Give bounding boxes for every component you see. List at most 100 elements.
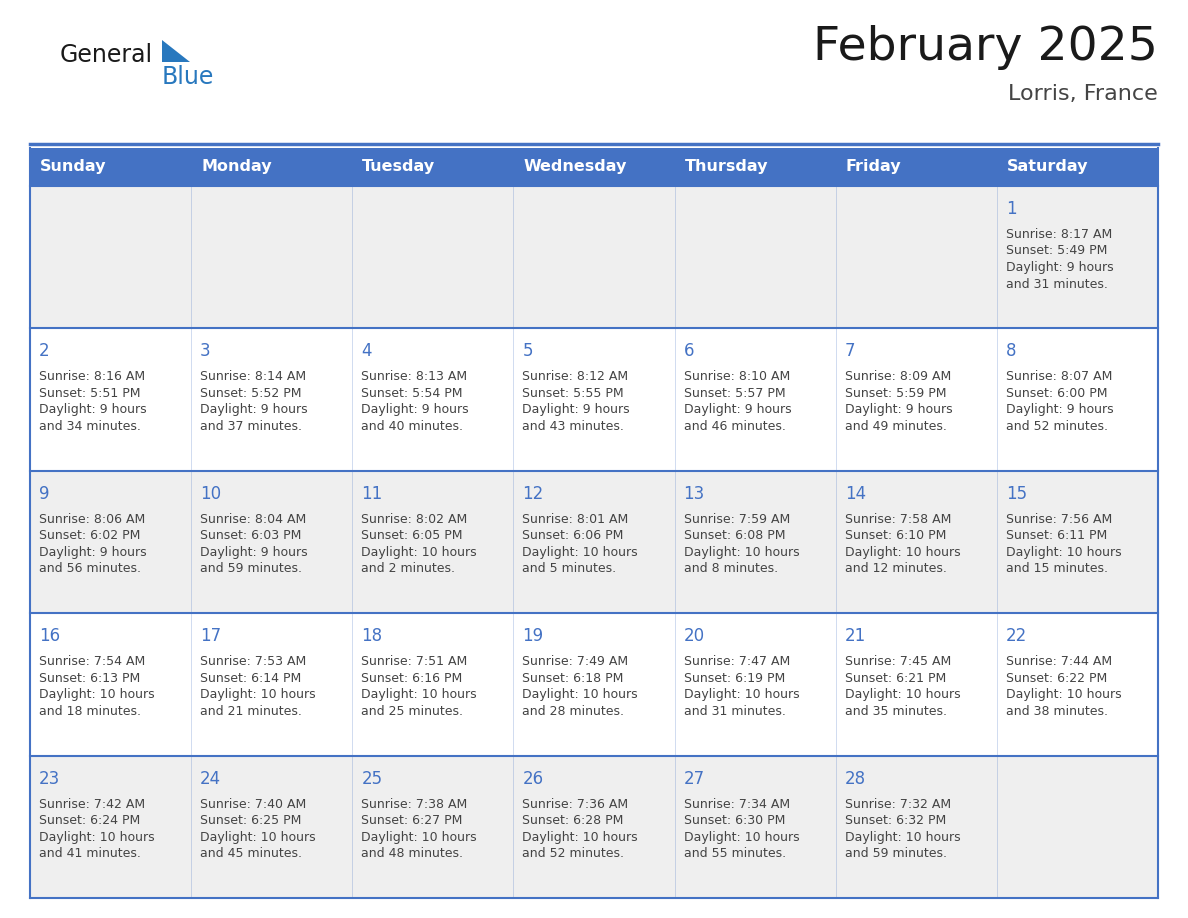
Text: 23: 23	[39, 769, 61, 788]
Bar	[30, 471, 1158, 613]
Text: Sunset: 5:55 PM: Sunset: 5:55 PM	[523, 386, 624, 400]
Text: Sunset: 6:21 PM: Sunset: 6:21 PM	[845, 672, 946, 685]
Text: Daylight: 9 hours: Daylight: 9 hours	[39, 403, 146, 417]
Bar	[30, 329, 1158, 471]
Text: Sunrise: 7:44 AM: Sunrise: 7:44 AM	[1006, 655, 1112, 668]
Text: 19: 19	[523, 627, 544, 645]
Text: 13: 13	[683, 485, 704, 503]
Text: 1: 1	[1006, 200, 1017, 218]
Text: Wednesday: Wednesday	[524, 160, 627, 174]
Text: Sunset: 6:02 PM: Sunset: 6:02 PM	[39, 530, 140, 543]
Text: Daylight: 9 hours: Daylight: 9 hours	[523, 403, 630, 417]
Text: and 5 minutes.: and 5 minutes.	[523, 563, 617, 576]
Text: Sunset: 5:52 PM: Sunset: 5:52 PM	[200, 386, 302, 400]
Text: General: General	[61, 43, 153, 67]
Text: Blue: Blue	[162, 65, 214, 89]
Text: Monday: Monday	[201, 160, 272, 174]
Text: 4: 4	[361, 342, 372, 361]
Text: 27: 27	[683, 769, 704, 788]
Text: 21: 21	[845, 627, 866, 645]
Text: Saturday: Saturday	[1007, 160, 1088, 174]
Text: Sunset: 6:10 PM: Sunset: 6:10 PM	[845, 530, 946, 543]
Text: and 48 minutes.: and 48 minutes.	[361, 847, 463, 860]
Text: 28: 28	[845, 769, 866, 788]
Text: Sunrise: 8:01 AM: Sunrise: 8:01 AM	[523, 513, 628, 526]
Text: Daylight: 10 hours: Daylight: 10 hours	[683, 831, 800, 844]
Text: and 52 minutes.: and 52 minutes.	[523, 847, 625, 860]
Text: and 12 minutes.: and 12 minutes.	[845, 563, 947, 576]
Text: Sunrise: 7:51 AM: Sunrise: 7:51 AM	[361, 655, 468, 668]
Text: Tuesday: Tuesday	[362, 160, 436, 174]
Text: Sunset: 6:19 PM: Sunset: 6:19 PM	[683, 672, 785, 685]
Text: Sunrise: 8:06 AM: Sunrise: 8:06 AM	[39, 513, 145, 526]
Text: and 56 minutes.: and 56 minutes.	[39, 563, 141, 576]
Text: 5: 5	[523, 342, 533, 361]
Text: Daylight: 9 hours: Daylight: 9 hours	[200, 546, 308, 559]
Text: Sunday: Sunday	[40, 160, 107, 174]
Text: and 21 minutes.: and 21 minutes.	[200, 705, 302, 718]
Text: Daylight: 9 hours: Daylight: 9 hours	[39, 546, 146, 559]
Text: and 43 minutes.: and 43 minutes.	[523, 420, 625, 433]
Text: Sunset: 5:54 PM: Sunset: 5:54 PM	[361, 386, 463, 400]
Text: and 40 minutes.: and 40 minutes.	[361, 420, 463, 433]
Text: Sunrise: 8:09 AM: Sunrise: 8:09 AM	[845, 370, 950, 384]
Text: Sunset: 6:18 PM: Sunset: 6:18 PM	[523, 672, 624, 685]
Text: 7: 7	[845, 342, 855, 361]
Text: and 46 minutes.: and 46 minutes.	[683, 420, 785, 433]
Text: Daylight: 10 hours: Daylight: 10 hours	[361, 546, 476, 559]
Text: and 25 minutes.: and 25 minutes.	[361, 705, 463, 718]
Text: Sunset: 6:27 PM: Sunset: 6:27 PM	[361, 814, 462, 827]
Text: Sunset: 6:30 PM: Sunset: 6:30 PM	[683, 814, 785, 827]
Text: and 49 minutes.: and 49 minutes.	[845, 420, 947, 433]
Text: Sunrise: 7:58 AM: Sunrise: 7:58 AM	[845, 513, 952, 526]
Text: 17: 17	[200, 627, 221, 645]
Text: 15: 15	[1006, 485, 1026, 503]
Text: Daylight: 10 hours: Daylight: 10 hours	[523, 546, 638, 559]
Text: Sunset: 6:16 PM: Sunset: 6:16 PM	[361, 672, 462, 685]
Text: and 45 minutes.: and 45 minutes.	[200, 847, 302, 860]
Text: Sunset: 6:13 PM: Sunset: 6:13 PM	[39, 672, 140, 685]
Text: and 28 minutes.: and 28 minutes.	[523, 705, 625, 718]
Text: Daylight: 9 hours: Daylight: 9 hours	[1006, 261, 1113, 274]
Text: and 15 minutes.: and 15 minutes.	[1006, 563, 1108, 576]
Text: Sunrise: 7:36 AM: Sunrise: 7:36 AM	[523, 798, 628, 811]
Text: and 59 minutes.: and 59 minutes.	[845, 847, 947, 860]
Text: Daylight: 10 hours: Daylight: 10 hours	[361, 831, 476, 844]
Text: Sunset: 6:32 PM: Sunset: 6:32 PM	[845, 814, 946, 827]
Text: 2: 2	[39, 342, 50, 361]
Text: and 8 minutes.: and 8 minutes.	[683, 563, 778, 576]
Text: and 31 minutes.: and 31 minutes.	[1006, 277, 1107, 290]
Text: Sunset: 6:06 PM: Sunset: 6:06 PM	[523, 530, 624, 543]
Text: Daylight: 10 hours: Daylight: 10 hours	[523, 688, 638, 701]
Text: 20: 20	[683, 627, 704, 645]
Text: and 52 minutes.: and 52 minutes.	[1006, 420, 1108, 433]
Text: and 35 minutes.: and 35 minutes.	[845, 705, 947, 718]
Text: 16: 16	[39, 627, 61, 645]
Text: Sunrise: 7:54 AM: Sunrise: 7:54 AM	[39, 655, 145, 668]
Text: Sunset: 5:51 PM: Sunset: 5:51 PM	[39, 386, 140, 400]
Text: Daylight: 10 hours: Daylight: 10 hours	[39, 831, 154, 844]
Text: Daylight: 10 hours: Daylight: 10 hours	[845, 831, 960, 844]
Text: Lorris, France: Lorris, France	[1009, 84, 1158, 104]
Text: and 31 minutes.: and 31 minutes.	[683, 705, 785, 718]
Text: 11: 11	[361, 485, 383, 503]
Text: Sunrise: 7:45 AM: Sunrise: 7:45 AM	[845, 655, 950, 668]
Text: Sunset: 6:24 PM: Sunset: 6:24 PM	[39, 814, 140, 827]
Text: Friday: Friday	[846, 160, 902, 174]
Text: Daylight: 10 hours: Daylight: 10 hours	[845, 688, 960, 701]
Text: 3: 3	[200, 342, 210, 361]
Text: Daylight: 10 hours: Daylight: 10 hours	[1006, 546, 1121, 559]
Text: 22: 22	[1006, 627, 1028, 645]
Text: Sunset: 6:05 PM: Sunset: 6:05 PM	[361, 530, 463, 543]
Text: Sunrise: 8:07 AM: Sunrise: 8:07 AM	[1006, 370, 1112, 384]
Text: Sunrise: 7:49 AM: Sunrise: 7:49 AM	[523, 655, 628, 668]
Text: Sunrise: 8:16 AM: Sunrise: 8:16 AM	[39, 370, 145, 384]
Text: Sunrise: 7:59 AM: Sunrise: 7:59 AM	[683, 513, 790, 526]
Text: Sunrise: 8:14 AM: Sunrise: 8:14 AM	[200, 370, 307, 384]
Text: Daylight: 10 hours: Daylight: 10 hours	[361, 688, 476, 701]
Text: Daylight: 10 hours: Daylight: 10 hours	[845, 546, 960, 559]
Text: 12: 12	[523, 485, 544, 503]
Text: Sunset: 6:25 PM: Sunset: 6:25 PM	[200, 814, 302, 827]
Text: Sunrise: 7:34 AM: Sunrise: 7:34 AM	[683, 798, 790, 811]
Text: Daylight: 10 hours: Daylight: 10 hours	[683, 688, 800, 701]
